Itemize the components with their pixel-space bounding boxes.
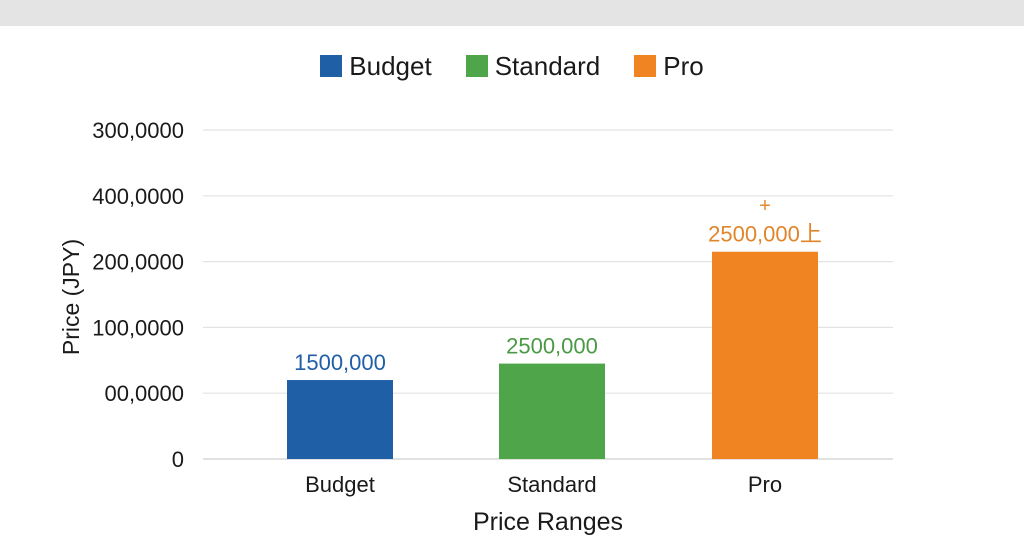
data-label-budget: 1500,000 [294,350,386,375]
legend-item-standard: Standard [465,50,601,82]
legend-item-budget: Budget [320,50,432,82]
legend: Budget Standard Pro [0,50,1024,82]
y-tick-labels: 0 00,0000 100,0000 200,0000 400,0000 300,0000 [92,118,184,472]
bar-standard [499,363,605,459]
x-axis-title: Price Ranges [473,508,623,536]
legend-label-pro: Pro [663,50,704,81]
legend-label-standard: Standard [494,50,601,81]
y-tick-label: 200,0000 [92,250,184,275]
legend-label-budget: Budget [349,50,432,81]
x-tick-label-budget: Budget [305,472,375,497]
annotation-plus: + [759,195,771,217]
x-tick-label-pro: Pro [748,472,782,497]
y-tick-label: 400,0000 [92,184,184,209]
bar-pro [712,251,818,459]
legend-item-pro: Pro [634,50,704,82]
y-tick-label: 00,0000 [104,381,184,406]
y-tick-label: 100,0000 [92,315,184,340]
data-labels: 1500,000 2500,000 2500,000上 [294,222,822,375]
bars [287,251,818,459]
legend-swatch-pro [634,55,657,77]
legend-swatch-standard [465,55,488,77]
y-axis-title: Price (JPY) [58,239,84,355]
top-band [0,0,1024,26]
data-label-standard: 2500,000 [506,334,598,359]
legend-swatch-budget [320,55,343,77]
x-tick-label-standard: Standard [507,472,596,497]
bar-budget [287,380,393,459]
x-tick-labels: Budget Standard Pro [305,472,782,497]
y-tick-label: 300,0000 [92,118,184,143]
y-tick-label: 0 [172,447,184,472]
data-label-pro: 2500,000上 [708,222,822,247]
